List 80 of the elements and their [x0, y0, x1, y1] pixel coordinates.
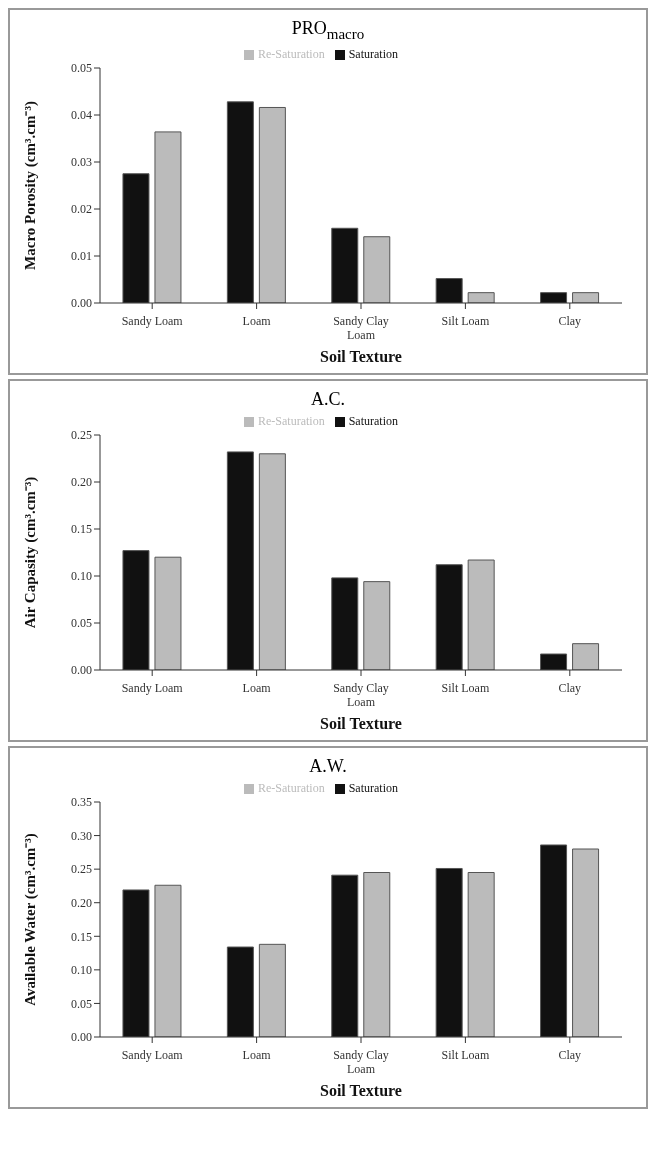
- y-tick-label: 0.20: [71, 895, 92, 910]
- bar: [331, 874, 359, 1037]
- chart-title: PRO$_{macro}$: [290, 18, 366, 43]
- chart-title: A.C.: [310, 388, 346, 410]
- y-tick-label: 0.00: [71, 662, 92, 677]
- y-tick-label: 0.30: [71, 828, 92, 843]
- x-tick-label: Sandy Loam: [121, 313, 184, 328]
- x-axis-title: Soil Texture: [320, 1081, 402, 1099]
- bar: [154, 884, 182, 1037]
- bar: [258, 106, 286, 303]
- y-tick-label: 0.05: [71, 60, 92, 75]
- x-tick-label: Silt Loam: [441, 313, 490, 328]
- bar: [572, 642, 600, 670]
- bar: [258, 943, 286, 1037]
- bar: [331, 227, 359, 303]
- bar: [122, 549, 150, 670]
- y-axis-title: Air Capasity (cm³.cm⁻³): [22, 476, 40, 628]
- x-tick-label: Loam: [242, 1047, 272, 1062]
- bar: [435, 563, 463, 670]
- y-tick-label: 0.15: [71, 929, 92, 944]
- y-tick-label: 0.25: [71, 862, 92, 876]
- legend-label: Saturation: [348, 413, 398, 428]
- legend-label: Saturation: [348, 780, 398, 795]
- legend-label: Re-Saturation: [258, 780, 325, 795]
- bar: [435, 867, 463, 1037]
- bar: [226, 100, 254, 303]
- bar: [154, 131, 182, 303]
- legend-label: Re-Saturation: [258, 413, 325, 428]
- y-tick-label: 0.10: [71, 568, 92, 583]
- bar: [122, 172, 150, 303]
- x-tick-label: Clay: [558, 680, 582, 695]
- bar: [540, 653, 568, 670]
- x-tick-label: Sandy Clay Loam: [333, 313, 389, 342]
- y-tick-label: 0.00: [71, 1029, 92, 1044]
- bar: [572, 291, 600, 303]
- y-tick-label: 0.20: [71, 474, 92, 489]
- bar: [226, 946, 254, 1037]
- bar: [540, 844, 568, 1037]
- bar: [363, 580, 391, 670]
- x-tick-label: Sandy Clay Loam: [333, 1047, 389, 1076]
- y-axis-title: Available Water (cm³.cm⁻³): [22, 832, 40, 1006]
- x-tick-label: Loam: [242, 680, 272, 695]
- bar: [363, 871, 391, 1037]
- x-axis-title: Soil Texture: [320, 714, 402, 732]
- y-tick-label: 0.25: [71, 427, 92, 442]
- y-tick-label: 0.35: [71, 794, 92, 809]
- bar: [258, 452, 286, 670]
- bar: [467, 291, 495, 303]
- y-tick-label: 0.01: [71, 248, 92, 263]
- bar: [154, 556, 182, 670]
- x-tick-label: Sandy Loam: [121, 680, 184, 695]
- chart-title: A.W.: [308, 755, 348, 777]
- y-tick-label: 0.00: [71, 295, 92, 310]
- x-tick-label: Clay: [558, 313, 582, 328]
- x-tick-label: Silt Loam: [441, 680, 490, 695]
- y-tick-label: 0.03: [71, 154, 92, 169]
- bar: [540, 291, 568, 303]
- bar: [363, 235, 391, 303]
- y-tick-label: 0.02: [71, 201, 92, 216]
- x-tick-label: Sandy Loam: [121, 1047, 184, 1062]
- x-axis-title: Soil Texture: [320, 347, 402, 365]
- bar: [572, 848, 600, 1037]
- y-tick-label: 0.10: [71, 962, 92, 977]
- y-tick-label: 0.04: [71, 107, 92, 122]
- x-tick-label: Loam: [242, 313, 272, 328]
- legend-label: Re-Saturation: [258, 46, 325, 61]
- x-tick-label: Clay: [558, 1047, 582, 1062]
- bar: [331, 576, 359, 670]
- x-tick-label: Sandy Clay Loam: [333, 680, 389, 709]
- legend-label: Saturation: [348, 46, 398, 61]
- y-tick-label: 0.15: [71, 521, 92, 536]
- bar: [122, 889, 150, 1037]
- x-tick-label: Silt Loam: [441, 1047, 490, 1062]
- bar: [226, 451, 254, 670]
- y-tick-label: 0.05: [71, 615, 92, 630]
- bar: [467, 559, 495, 670]
- y-axis-title: Macro Porosity (cm³.cm⁻³): [22, 100, 40, 270]
- bar: [435, 277, 463, 303]
- y-tick-label: 0.05: [71, 996, 92, 1011]
- bar: [467, 871, 495, 1037]
